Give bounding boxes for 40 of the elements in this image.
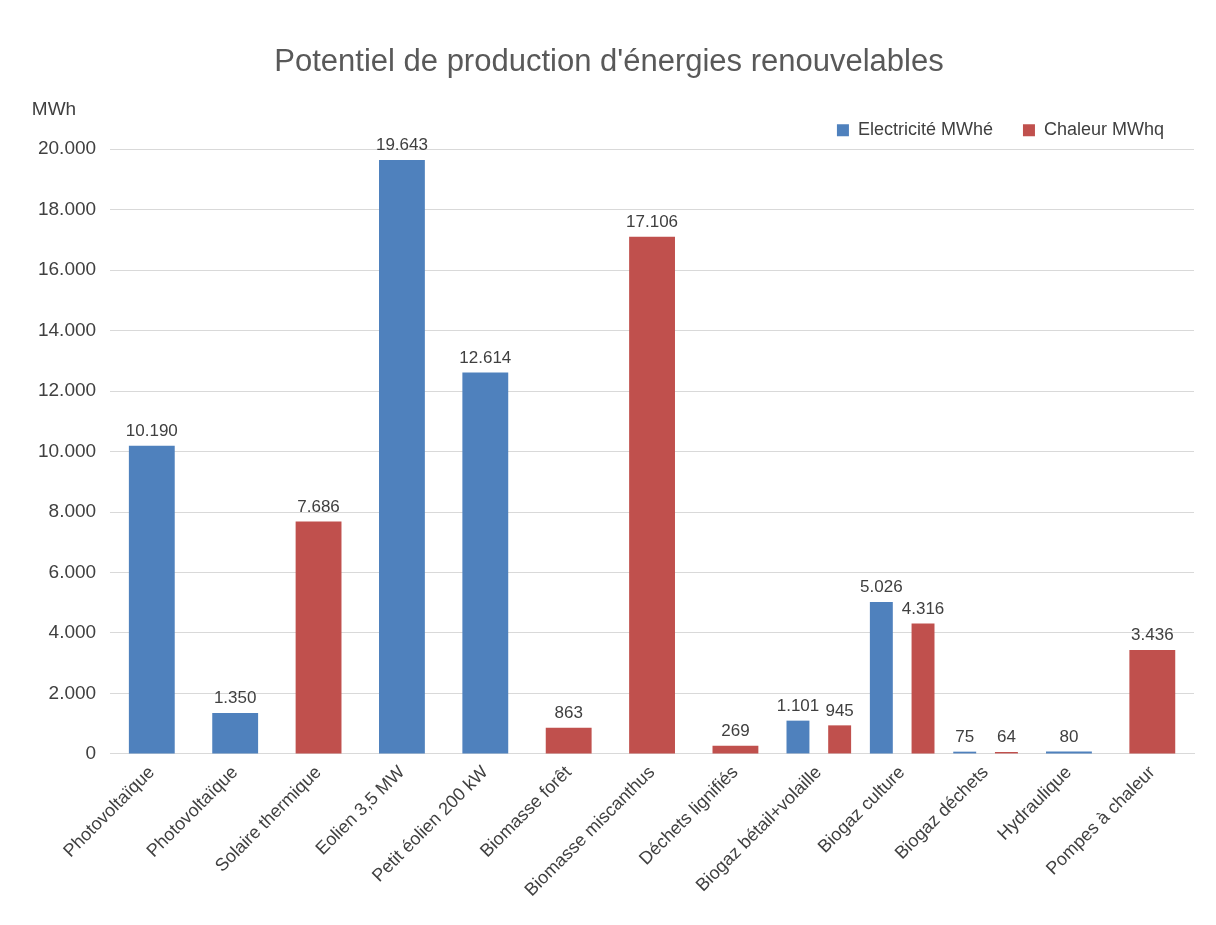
y-axis-title: MWh: [31, 97, 77, 119]
legend-label: Electricité MWhé: [857, 119, 993, 140]
legend-label: Chaleur MWhq: [1043, 119, 1165, 140]
data-label: 5.026: [860, 577, 903, 597]
y-tick-label: 16.000: [37, 258, 97, 280]
bar: [629, 236, 675, 754]
data-label: 1.350: [213, 688, 257, 708]
data-label: 1.101: [776, 695, 820, 715]
y-tick-label: 4.000: [48, 621, 97, 643]
data-label: 80: [1059, 726, 1079, 746]
y-tick-label: 20.000: [37, 137, 97, 159]
y-tick-label: 14.000: [37, 318, 97, 340]
y-tick-label: 18.000: [37, 197, 97, 219]
y-tick-label: 0: [85, 742, 97, 764]
data-label: 863: [554, 703, 583, 723]
data-label: 10.190: [125, 421, 178, 441]
data-label: 4.316: [901, 598, 945, 618]
y-tick-label: 12.000: [37, 379, 97, 401]
data-label: 3.436: [1131, 625, 1174, 645]
bar: [212, 713, 259, 754]
data-label: 17.106: [626, 211, 679, 231]
bar: [462, 372, 509, 754]
data-label: 269: [721, 720, 750, 740]
data-label: 7.686: [297, 496, 340, 516]
data-label: 75: [955, 726, 975, 746]
bar: [295, 521, 342, 754]
data-label: 945: [825, 700, 854, 720]
data-label: 19.643: [375, 135, 428, 155]
chart-title: Potentiel de production d'énergies renouvelables: [274, 43, 944, 79]
bar: [1129, 650, 1176, 754]
y-tick-label: 8.000: [48, 500, 97, 522]
y-tick-label: 6.000: [48, 560, 97, 582]
data-label: 12.614: [459, 347, 512, 367]
y-tick-label: 10.000: [37, 439, 97, 461]
y-tick-label: 2.000: [48, 681, 97, 703]
bar: [545, 727, 592, 754]
data-label: 64: [996, 727, 1016, 747]
bar: [379, 159, 425, 754]
bar: [712, 745, 759, 754]
bar: [128, 445, 175, 754]
